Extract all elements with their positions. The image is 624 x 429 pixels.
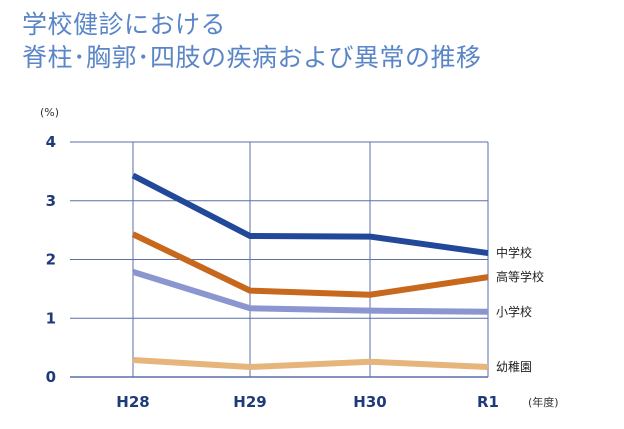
series-line	[132, 268, 489, 315]
y-axis-unit-label: (%)	[40, 106, 59, 119]
series-layer	[131, 172, 489, 371]
chart-title: 学校健診における 脊柱･胸郭･四肢の疾病および異常の推移	[22, 8, 482, 74]
x-axis-unit-label: (年度)	[528, 395, 559, 409]
x-tick-label: H29	[233, 393, 266, 411]
series-line	[131, 231, 489, 298]
y-tick-label: 0	[46, 368, 56, 386]
y-tick-label: 1	[46, 309, 56, 327]
series-label: 小学校	[496, 304, 532, 319]
series-label: 幼稚園	[496, 360, 532, 374]
series-line	[131, 172, 489, 257]
x-tick-label: H28	[116, 393, 149, 411]
series-line	[132, 356, 489, 371]
y-tick-label: 3	[46, 192, 56, 210]
title-line-1: 学校健診における	[22, 10, 227, 39]
series-label: 中学校	[496, 245, 532, 260]
series-label: 高等学校	[496, 269, 544, 284]
grid-layer	[70, 141, 489, 378]
y-tick-label: 2	[46, 251, 56, 269]
y-tick-label: 4	[46, 133, 56, 151]
title-line-2: 脊柱･胸郭･四肢の疾病および異常の推移	[22, 43, 482, 72]
x-tick-label: H30	[353, 393, 386, 411]
x-tick-label: R1	[477, 393, 499, 411]
